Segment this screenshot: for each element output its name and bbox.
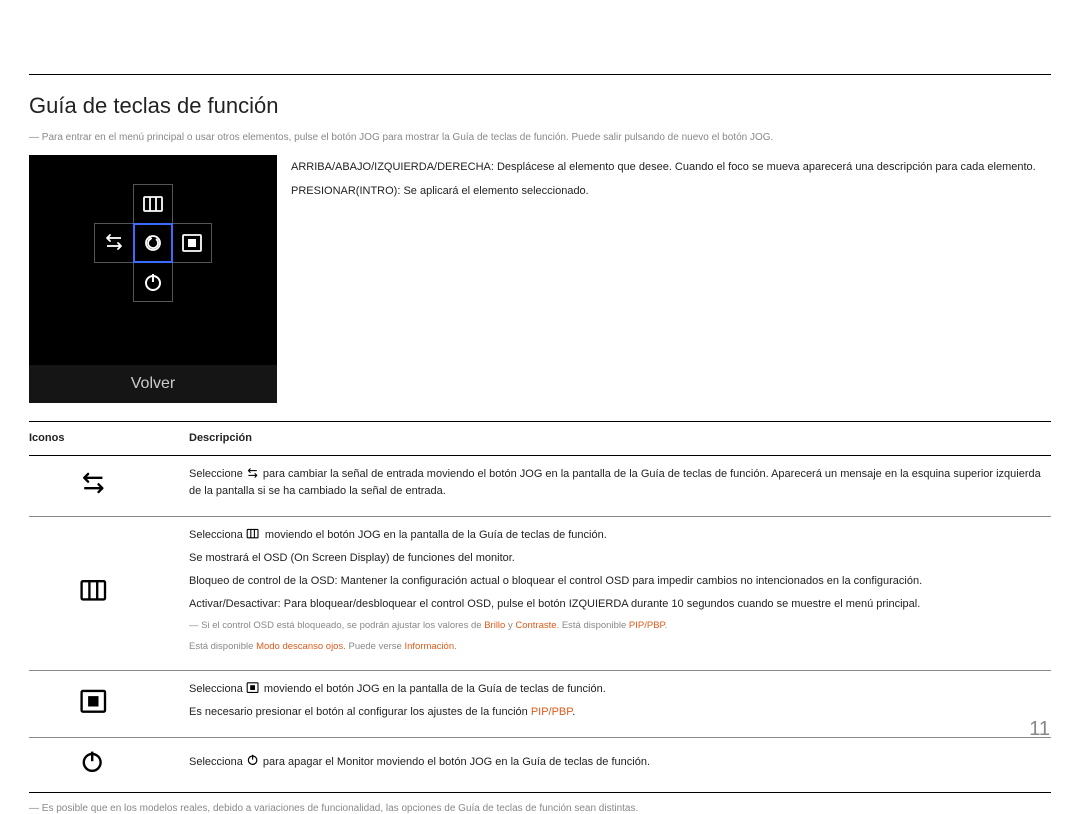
power-icon <box>246 753 260 767</box>
row2-desc: Selecciona moviendo el botón JOG en la p… <box>189 517 1051 671</box>
osd-cell-pip <box>172 223 212 263</box>
osd-cell-menu <box>133 184 173 224</box>
row2-note1: ― Si el control OSD está bloqueado, se p… <box>189 619 1045 633</box>
footer-note: ― Es posible que en los modelos reales, … <box>29 803 1051 814</box>
swap-icon <box>246 467 260 479</box>
osd-cell-power <box>133 262 173 302</box>
col-desc: Descripción <box>189 422 1051 456</box>
pip-icon <box>246 681 261 694</box>
osd-cell-swap <box>94 223 134 263</box>
pip-icon <box>79 687 109 715</box>
osd-cross <box>29 155 277 365</box>
document-page: Guía de teclas de función ― Para entrar … <box>0 0 1080 814</box>
osd-cell-return <box>133 223 173 263</box>
power-icon <box>79 748 107 776</box>
icon-table: Iconos Descripción Seleccione para cambi… <box>29 421 1051 793</box>
row2-note2: Está disponible Modo descanso ojos. Pued… <box>189 640 1045 654</box>
row2-icon-cell <box>29 517 189 671</box>
intro-note: ― Para entrar en el menú principal o usa… <box>29 131 1051 145</box>
row3-desc: Selecciona moviendo el botón JOG en la p… <box>189 670 1051 737</box>
table-row: Selecciona moviendo el botón JOG en la p… <box>29 517 1051 671</box>
instr-1: ARRIBA/ABAJO/IZQUIERDA/DERECHA: Despláce… <box>291 159 1051 177</box>
osd-return-label: Volver <box>29 365 277 403</box>
instr-2: PRESIONAR(INTRO): Se aplicará el element… <box>291 183 1051 201</box>
col-icons: Iconos <box>29 422 189 456</box>
menu-icon <box>79 576 111 604</box>
section-title: Guía de teclas de función <box>29 93 1051 119</box>
table-row: Selecciona para apagar el Monitor movien… <box>29 737 1051 792</box>
upper-row: Volver ARRIBA/ABAJO/IZQUIERDA/DERECHA: D… <box>29 155 1051 403</box>
row1-desc: Seleccione para cambiar la señal de entr… <box>189 456 1051 517</box>
row1-icon-cell <box>29 456 189 517</box>
row4-icon-cell <box>29 737 189 792</box>
instructions: ARRIBA/ABAJO/IZQUIERDA/DERECHA: Despláce… <box>291 155 1051 403</box>
top-rule <box>29 74 1051 75</box>
page-number: 11 <box>1029 718 1050 741</box>
table-row: Selecciona moviendo el botón JOG en la p… <box>29 670 1051 737</box>
table-row: Seleccione para cambiar la señal de entr… <box>29 456 1051 517</box>
swap-icon <box>79 470 109 496</box>
row4-desc: Selecciona para apagar el Monitor movien… <box>189 737 1051 792</box>
osd-preview: Volver <box>29 155 277 403</box>
menu-icon <box>246 527 262 540</box>
row3-icon-cell <box>29 670 189 737</box>
